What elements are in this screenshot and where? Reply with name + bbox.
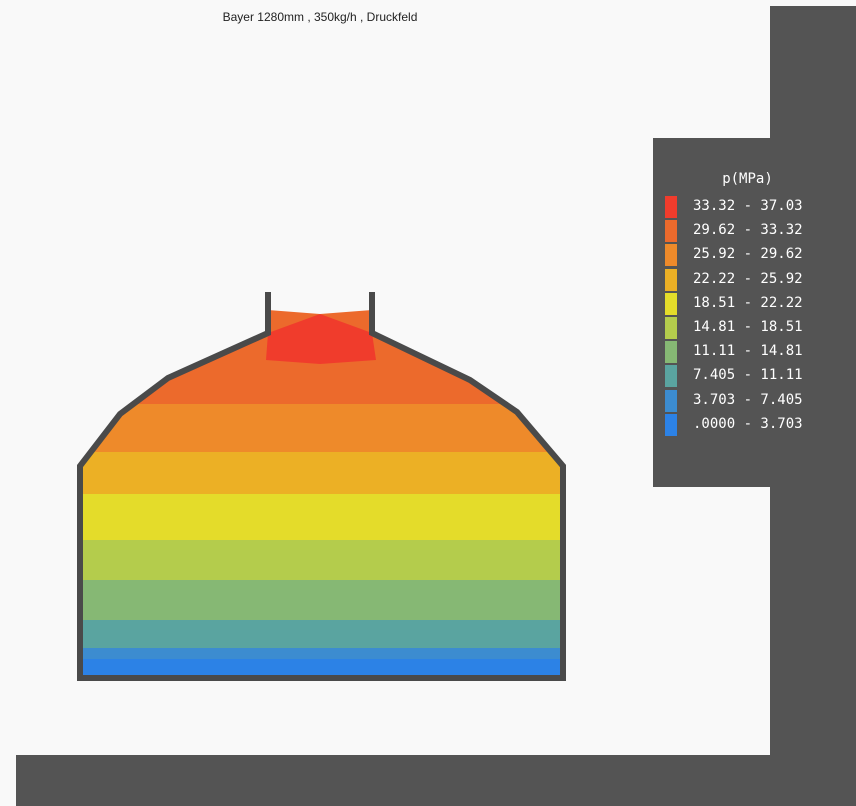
pressure-band (80, 648, 563, 660)
vessel-outline (77, 292, 566, 681)
legend-label: 33.32 - 37.03 (693, 198, 803, 214)
peak-pressure-region (266, 314, 376, 364)
legend-swatch (665, 244, 677, 267)
plot-title: Bayer 1280mm , 350kg/h , Druckfeld (222, 10, 418, 24)
legend-title: p(MPa) (722, 171, 773, 187)
legend-label: 3.703 - 7.405 (693, 391, 803, 408)
pressure-band (80, 540, 563, 584)
legend-label: 29.62 - 33.32 (693, 222, 803, 239)
legend-swatch (665, 268, 677, 291)
legend-label: 11.11 - 14.81 (693, 343, 803, 360)
legend-label: 14.81 - 18.51 (693, 319, 803, 335)
legend-swatch (665, 292, 677, 315)
legend-swatch (665, 196, 677, 218)
legend-swatch (665, 413, 677, 436)
pressure-band (80, 494, 563, 544)
legend-label: 25.92 - 29.62 (693, 246, 803, 263)
pressure-band (80, 659, 563, 678)
legend-label: 7.405 - 11.11 (693, 367, 803, 384)
pressure-band (80, 580, 563, 624)
legend-panel: p(MPa) 33.32 - 37.03 29.62 - 33.32 25.92 -… (653, 138, 842, 487)
legend-swatch (665, 389, 677, 412)
pressure-band (80, 452, 563, 498)
legend-swatch (665, 317, 677, 339)
bottom-frame-strip (16, 755, 856, 806)
legend-label: 18.51 - 22.22 (693, 294, 803, 311)
pressure-band (80, 620, 563, 650)
legend-swatch (665, 220, 677, 243)
legend-swatch (665, 341, 677, 364)
vessel-wall (77, 292, 566, 681)
legend-label: 22.22 - 25.92 (693, 270, 803, 287)
pressure-band (80, 404, 563, 456)
legend-label: .0000 - 3.703 (693, 415, 803, 432)
legend-swatch (665, 365, 677, 388)
